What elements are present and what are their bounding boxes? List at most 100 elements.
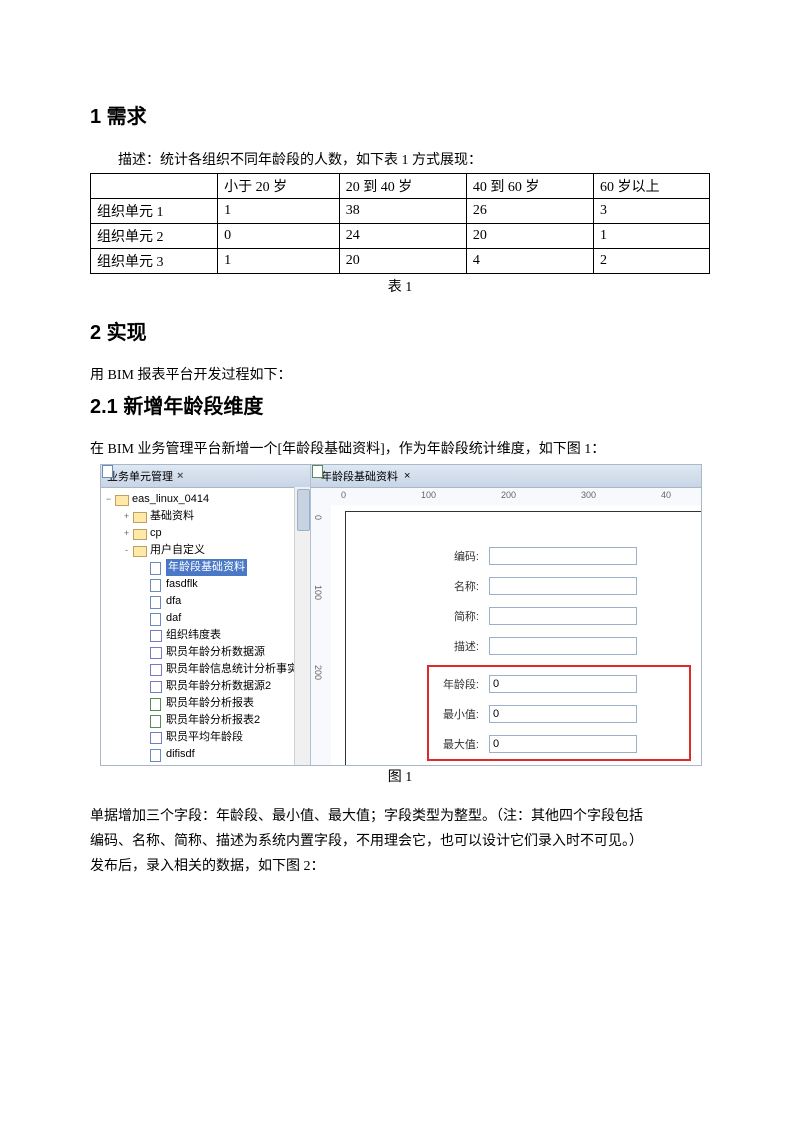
tree-view[interactable]: −eas_linux_0414+基础资料+cp-用户自定义年龄段基础资料fasd… (101, 488, 310, 766)
vertical-scrollbar[interactable] (294, 487, 310, 765)
tree-item-label: ert (166, 763, 179, 766)
ruler-tick: 100 (421, 490, 436, 500)
table-caption: 表 1 (90, 276, 710, 296)
folder-open-icon (115, 494, 129, 506)
ruler-tick: 300 (581, 490, 596, 500)
right-tab-title: 年龄段基础资料 (321, 468, 398, 484)
heading-2-1: 2.1 新增年龄段维度 (90, 390, 710, 419)
tree-item[interactable]: 年龄段基础资料 (101, 559, 310, 576)
folderopen-icon (133, 545, 147, 557)
paragraph: 编码、名称、简称、描述为系统内置字段，不用理会它，也可以设计它们录入时不可见。） (90, 831, 710, 852)
tree-item[interactable]: ert (101, 763, 310, 766)
tree-item-label: 职员年龄分析报表2 (166, 712, 260, 729)
ruler-tick: 0 (313, 515, 323, 520)
doc-icon (149, 596, 163, 608)
field-label: 简称: (431, 608, 479, 624)
form-row: 简称: (431, 607, 637, 625)
desc-paragraph: 描述：统计各组织不同年龄段的人数，如下表 1 方式展现： (90, 149, 710, 169)
left-tab-title: 业务单元管理 (107, 468, 173, 484)
tbl-icon (149, 664, 163, 676)
tree-item-label: 职员年龄分析数据源2 (166, 678, 271, 695)
tree-item[interactable]: 职员平均年龄段 (101, 729, 310, 746)
tree-item-label: 职员年龄信息统计分析事实表 (166, 661, 309, 678)
ruler-tick: 0 (341, 490, 346, 500)
tree-item-label: 职员年龄分析数据源 (166, 644, 265, 661)
tree-item-label: daf (166, 610, 181, 627)
tree-item[interactable]: fasdflk (101, 576, 310, 593)
paragraph: 发布后，录入相关的数据，如下图 2： (90, 856, 710, 877)
tree-item-label: difisdf (166, 746, 195, 763)
design-canvas[interactable]: 编码:名称:简称:描述:年龄段:0最小值:0最大值:0 (331, 505, 701, 765)
col-header: 40 到 60 岁 (466, 174, 593, 199)
tree-root[interactable]: −eas_linux_0414 (101, 491, 310, 508)
folder-icon (133, 511, 147, 523)
tree-item[interactable]: 职员年龄分析数据源 (101, 644, 310, 661)
tree-item[interactable]: 职员年龄分析报表 (101, 695, 310, 712)
form-row: 编码: (431, 547, 637, 565)
doc-icon (149, 613, 163, 625)
tree-item[interactable]: 职员年龄分析数据源2 (101, 678, 310, 695)
close-icon[interactable]: × (177, 470, 183, 482)
tree-item-label: fasdflk (166, 576, 198, 593)
tree-item[interactable]: +基础资料 (101, 508, 310, 525)
field-input[interactable] (489, 637, 637, 655)
doc-icon (149, 766, 163, 767)
col-header (91, 174, 218, 199)
bim-screenshot: 业务单元管理 × −eas_linux_0414+基础资料+cp-用户自定义年龄… (100, 464, 702, 766)
age-stat-table: 小于 20 岁 20 到 40 岁 40 到 60 岁 60 岁以上 组织单元 … (90, 173, 710, 274)
table-header-row: 小于 20 岁 20 到 40 岁 40 到 60 岁 60 岁以上 (91, 174, 710, 199)
scrollbar-thumb[interactable] (297, 489, 310, 531)
tree-item[interactable]: dfa (101, 593, 310, 610)
form-row: 名称: (431, 577, 637, 595)
field-label: 描述: (431, 638, 479, 654)
ruler-tick: 100 (313, 585, 323, 600)
tree-item-label: 基础资料 (150, 508, 194, 525)
tree-item[interactable]: daf (101, 610, 310, 627)
heading-1: 1 需求 (90, 100, 710, 129)
tree-item[interactable]: +cp (101, 525, 310, 542)
field-label: 编码: (431, 548, 479, 564)
left-tab[interactable]: 业务单元管理 × (101, 465, 310, 488)
right-tab[interactable]: 年龄段基础资料 × (311, 465, 701, 488)
tree-item[interactable]: difisdf (101, 746, 310, 763)
tbl-icon (149, 732, 163, 744)
tree-item[interactable]: -用户自定义 (101, 542, 310, 559)
tree-item-label: 用户自定义 (150, 542, 205, 559)
table-row: 组织单元 3 1 20 4 2 (91, 249, 710, 274)
tbl-icon (149, 630, 163, 642)
field-input[interactable] (489, 607, 637, 625)
figure-caption: 图 1 (90, 766, 710, 786)
heading-2: 2 实现 (90, 316, 710, 345)
paragraph: 在 BIM 业务管理平台新增一个[年龄段基础资料]，作为年龄段统计维度，如下图 … (90, 439, 710, 460)
tree-item-label: cp (150, 525, 162, 542)
highlight-box (427, 665, 691, 761)
tree-item-label: 职员平均年龄段 (166, 729, 243, 746)
field-label: 名称: (431, 578, 479, 594)
col-header: 小于 20 岁 (218, 174, 340, 199)
vertical-ruler: 0100200 (311, 505, 332, 765)
chart-icon (149, 698, 163, 710)
doc-icon (149, 579, 163, 591)
tree-item[interactable]: 组织纬度表 (101, 627, 310, 644)
field-input[interactable] (489, 547, 637, 565)
tbl-icon (149, 647, 163, 659)
ruler-tick: 40 (661, 490, 671, 500)
chart-icon (149, 715, 163, 727)
left-tree-pane: 业务单元管理 × −eas_linux_0414+基础资料+cp-用户自定义年龄… (101, 465, 311, 765)
col-header: 60 岁以上 (594, 174, 710, 199)
right-designer-pane: 年龄段基础资料 × 010020030040 0100200 编码:名称:简称:… (311, 465, 701, 765)
paragraph: 用 BIM 报表平台开发过程如下： (90, 365, 710, 386)
close-icon[interactable]: × (404, 470, 410, 482)
col-header: 20 到 40 岁 (339, 174, 466, 199)
form-row: 描述: (431, 637, 637, 655)
tbl-icon (149, 681, 163, 693)
doc-icon (149, 749, 163, 761)
tree-item[interactable]: 职员年龄信息统计分析事实表 (101, 661, 310, 678)
tree-item-label: 组织纬度表 (166, 627, 221, 644)
doc-icon (149, 562, 163, 574)
ruler-tick: 200 (501, 490, 516, 500)
field-input[interactable] (489, 577, 637, 595)
tree-item[interactable]: 职员年龄分析报表2 (101, 712, 310, 729)
table-row: 组织单元 1 1 38 26 3 (91, 199, 710, 224)
paragraph: 单据增加三个字段：年龄段、最小值、最大值；字段类型为整型。（注：其他四个字段包括 (90, 806, 710, 827)
